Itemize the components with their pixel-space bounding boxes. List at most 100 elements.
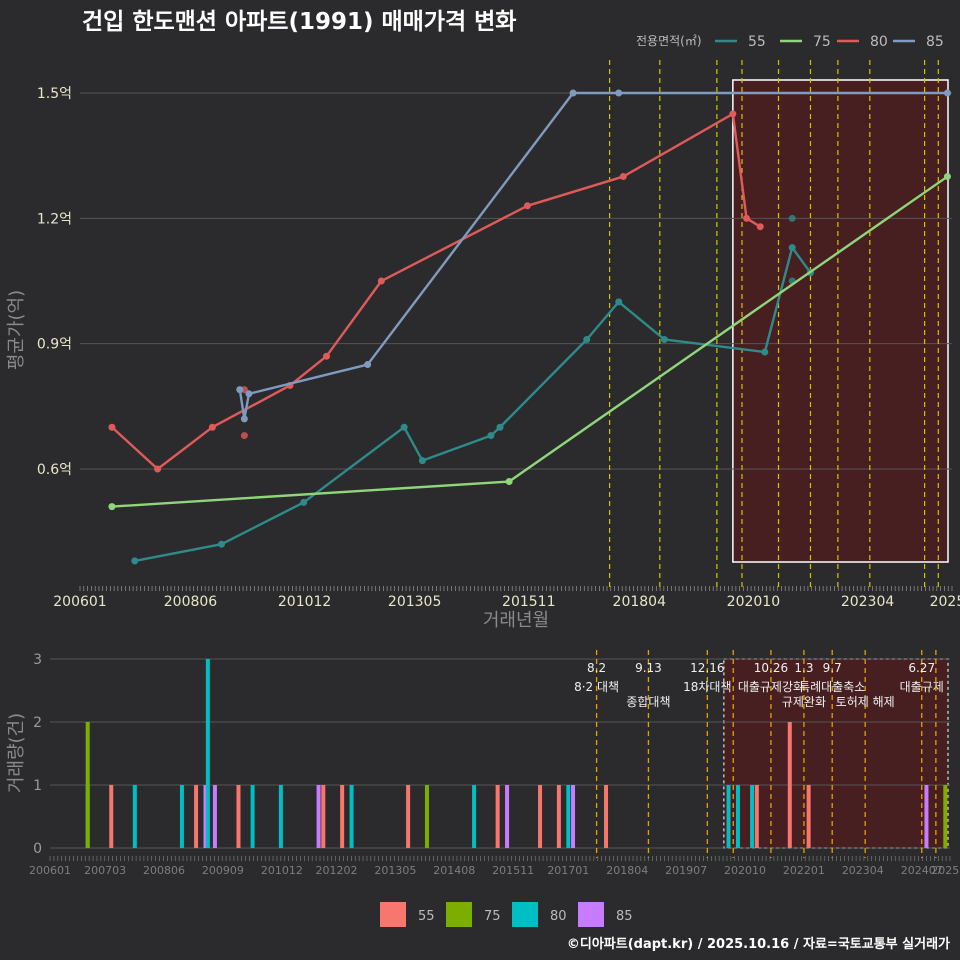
event-date-label: 9.7	[823, 661, 842, 675]
data-point-85	[615, 89, 623, 97]
y-tick-label: 0.9억	[37, 337, 72, 353]
legend-swatch-80	[512, 902, 538, 927]
bar-75	[85, 722, 90, 848]
bar-80	[566, 785, 571, 848]
x-tick-label-bottom: 202407	[901, 864, 943, 877]
bar-85	[571, 785, 576, 848]
y-tick-label: 1.5억	[37, 86, 72, 102]
x-tick-label: 201012	[278, 594, 331, 610]
data-point-85	[236, 386, 244, 394]
bar-55	[236, 785, 241, 848]
data-point-55	[788, 244, 796, 252]
event-date-label: 12.16	[690, 661, 724, 675]
x-axis-label: 거래년월	[483, 610, 549, 631]
data-point-85	[240, 415, 248, 423]
x-tick-label-bottom: 202304	[842, 864, 884, 877]
y-axis-label-top: 평균가(억)	[6, 290, 27, 370]
event-date-label: 8.2	[587, 661, 606, 675]
x-tick-label: 201511	[502, 594, 555, 610]
y-tick-label: 2	[33, 715, 42, 731]
data-point-55	[660, 335, 668, 343]
data-point-85	[245, 390, 253, 398]
top-plot-area: 0.6억 0.9억 1.2억 1.5억 200601 200806 201012 201305…	[37, 60, 960, 610]
bar-85	[316, 785, 321, 848]
series-line-80	[111, 112, 761, 471]
data-point-80	[240, 432, 248, 440]
event-date-label: 10.26	[754, 661, 788, 675]
bar-55	[787, 722, 792, 848]
bar-80	[735, 785, 740, 848]
legend-label-80: 80	[870, 34, 888, 50]
x-tick-label-bottom: 201701	[547, 864, 589, 877]
data-point-85	[569, 89, 577, 97]
y-tick-label: 0	[33, 841, 42, 857]
top-legend: 55 75 80 85	[715, 34, 944, 50]
x-tick-label: 200806	[164, 594, 218, 610]
x-tick-label-bottom: 200909	[202, 864, 244, 877]
event-date-label: 6.27	[908, 661, 935, 675]
x-tick-label-bottom: 201907	[665, 864, 707, 877]
bar-85	[505, 785, 510, 848]
data-point-55	[131, 557, 139, 565]
legend-label-85: 85	[926, 34, 944, 50]
data-point-80	[323, 352, 331, 360]
data-point-55	[487, 432, 495, 440]
y-tick-label: 3	[33, 652, 42, 668]
legend-label-75: 75	[813, 34, 831, 50]
legend-label-55: 55	[418, 909, 435, 924]
data-point-55	[496, 423, 504, 431]
bar-55	[406, 785, 411, 848]
x-tick-label: 2025	[930, 594, 960, 610]
x-tick-label: 201305	[388, 594, 441, 610]
data-point-80	[729, 110, 737, 118]
y-tick-label: 1.2억	[37, 211, 72, 227]
legend-title: 전용면적(㎡)	[636, 34, 702, 48]
data-point-55	[418, 457, 426, 465]
bar-80	[472, 785, 477, 848]
bar-85	[212, 785, 217, 848]
data-point-75	[943, 173, 951, 181]
y-tick-label: 1	[33, 778, 42, 794]
legend-label-80: 80	[550, 909, 567, 924]
event-name-label: 특례대출축소	[799, 680, 865, 694]
bar-80	[726, 785, 731, 848]
x-tick-label-bottom: 202010	[724, 864, 766, 877]
legend-swatch-85	[578, 902, 604, 927]
data-point-55	[218, 540, 226, 548]
bar-80	[750, 785, 755, 848]
bar-80	[278, 785, 283, 848]
data-point-80	[154, 465, 162, 473]
data-point-80	[619, 173, 627, 181]
bar-75	[424, 785, 429, 848]
x-tick-label: 202304	[841, 594, 895, 610]
legend-swatch-75	[446, 902, 472, 927]
x-tick-label-bottom: 2025	[931, 864, 959, 877]
data-point-80	[743, 214, 751, 222]
bar-80	[132, 785, 137, 848]
data-point-55	[583, 335, 591, 343]
series-line-55	[134, 246, 812, 563]
bar-55	[340, 785, 345, 848]
bar-55	[194, 785, 199, 848]
event-name-label: 규제완화	[782, 695, 826, 709]
bar-55	[538, 785, 543, 848]
legend-swatch-55	[380, 902, 406, 927]
bar-75	[943, 785, 948, 848]
y-tick-label: 0.6억	[37, 462, 72, 478]
legend-label-85: 85	[616, 909, 633, 924]
x-tick-label-bottom: 201511	[492, 864, 534, 877]
event-date-label: 1.3	[794, 661, 813, 675]
x-tick-label: 202010	[727, 594, 780, 610]
data-point-80	[108, 423, 116, 431]
event-name-label: 토허제 해제	[836, 695, 895, 709]
data-point-80	[756, 223, 764, 231]
bar-55	[495, 785, 500, 848]
bar-55	[109, 785, 114, 848]
chart-title: 건입 한도맨션 아파트(1991) 매매가격 변화	[82, 9, 516, 35]
data-point-55	[761, 348, 769, 356]
x-tick-label: 200601	[53, 594, 106, 610]
x-tick-label-bottom: 201012	[261, 864, 303, 877]
event-name-label: 8·2 대책	[574, 679, 619, 694]
data-point-75	[505, 478, 513, 486]
